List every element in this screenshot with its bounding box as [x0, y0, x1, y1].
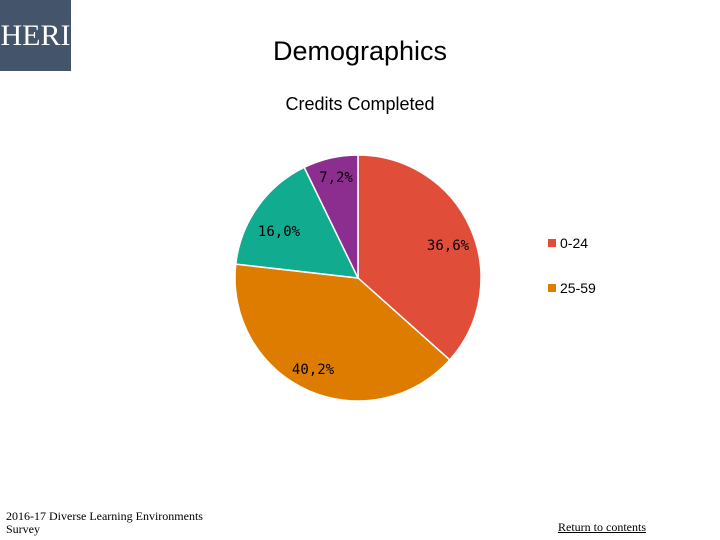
data-label-2: 16,0% — [258, 224, 301, 240]
pie-slices — [234, 154, 482, 402]
chart-title: Credits Completed — [285, 94, 435, 114]
data-label-0: 36,6% — [427, 238, 470, 254]
chart-legend: 0-24 25-59 — [548, 235, 596, 296]
survey-caption: 2016-17 Diverse Learning Environments Su… — [6, 509, 203, 536]
pie-slice-0 — [357, 154, 482, 361]
data-labels: 36,6% 40,2% 16,0% 7,2% — [258, 170, 470, 378]
legend-label-1: 25-59 — [560, 280, 596, 296]
legend-swatch-1 — [548, 284, 556, 292]
pie-slice-1 — [234, 263, 451, 402]
legend-label-0: 0-24 — [560, 235, 588, 251]
legend-swatch-0 — [548, 239, 556, 247]
return-to-contents-link[interactable]: Return to contents — [558, 520, 646, 534]
page-title: Demographics — [272, 36, 448, 66]
pie-slice-3 — [303, 154, 359, 279]
data-label-1: 40,2% — [292, 362, 335, 378]
data-label-3: 7,2% — [319, 170, 353, 186]
pie-slice-2 — [234, 166, 360, 279]
heri-logo: HERI — [0, 0, 71, 71]
